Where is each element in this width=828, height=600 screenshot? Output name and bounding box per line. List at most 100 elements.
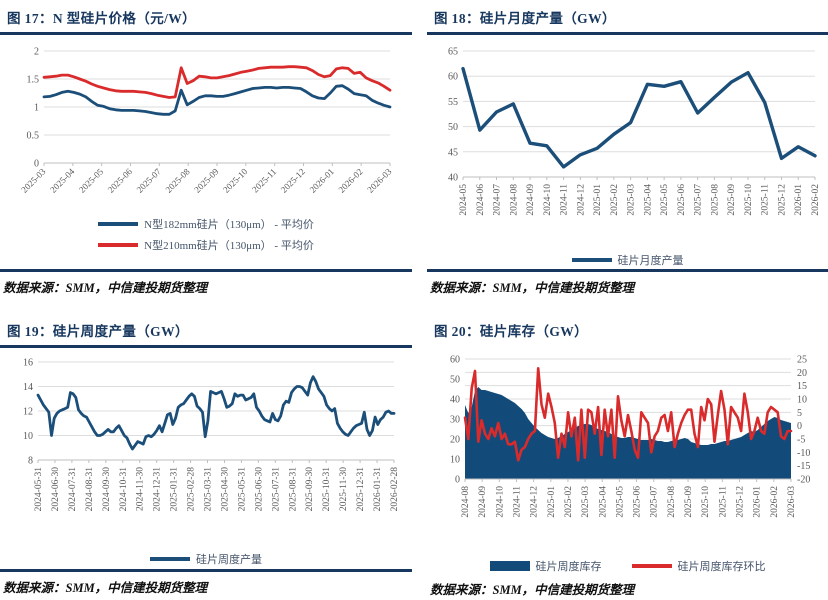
svg-text:2024-08: 2024-08 [461, 486, 471, 518]
svg-text:2024-12: 2024-12 [576, 184, 586, 216]
svg-text:2024-11: 2024-11 [512, 486, 522, 518]
svg-text:2025-12: 2025-12 [279, 166, 307, 194]
legend-row: N型210mm硅片（130μm） - 平均价 [98, 237, 314, 253]
svg-text:2025-09: 2025-09 [727, 184, 737, 216]
svg-text:45: 45 [448, 147, 458, 158]
svg-text:2024-10: 2024-10 [543, 184, 553, 216]
svg-text:8: 8 [28, 456, 33, 467]
svg-text:2025-04-30: 2025-04-30 [220, 467, 230, 512]
figure-18-svg: 40 45 50 55 60 65 2024-05 2024-06 2024-07 2024-08… [448, 47, 821, 216]
figure-17-chart: 0 0.5 1 1.5 2 2025-03 2025-04 2025-05 2025-06 202… [4, 39, 412, 216]
svg-text:2026-02: 2026-02 [770, 486, 780, 518]
svg-text:10: 10 [797, 395, 807, 406]
svg-text:2026-03: 2026-03 [787, 486, 797, 518]
svg-text:15: 15 [797, 381, 807, 392]
svg-text:2024-10-31: 2024-10-31 [119, 467, 129, 512]
svg-text:2024-10: 2024-10 [495, 486, 505, 518]
red-line-swatch [98, 243, 139, 247]
svg-text:2025-03-31: 2025-03-31 [204, 467, 214, 512]
svg-text:2025-05: 2025-05 [77, 166, 106, 195]
figure-18-legend: 硅片月度产量 [427, 252, 828, 268]
figure-17-panel: 图 17：N 型硅片价格（元/W） 0 0.5 1 1.5 2 2025-03 2025-0… [0, 0, 412, 300]
blue-line-swatch [98, 222, 139, 226]
svg-text:50: 50 [448, 122, 458, 133]
svg-text:2025-02: 2025-02 [610, 184, 620, 216]
figure-19-chart: 8 10 12 14 16 2024-05-31 2024-06-30 2024-07-31 2… [4, 352, 412, 551]
legend-row: 硅片周度库存 硅片周度库存环比 [489, 558, 766, 574]
red-line-swatch [631, 564, 672, 568]
svg-text:2025-11-30: 2025-11-30 [339, 467, 349, 511]
svg-text:2025-10: 2025-10 [221, 166, 250, 195]
svg-text:2025-05: 2025-05 [660, 184, 670, 216]
svg-text:20: 20 [450, 435, 460, 446]
figure-18-source: 数据来源：SMM，中信建投期货整理 [430, 281, 635, 295]
figure-18-panel: 图 18：硅片月度产量（GW） 40 45 50 55 60 65 2024-05 2024-… [427, 0, 828, 300]
legend-label: 硅片周度库存环比 [677, 561, 766, 573]
figure-19-title-rule [0, 345, 412, 348]
figure-19-title: 图 19：硅片周度产量（GW） [7, 324, 189, 339]
svg-text:1: 1 [34, 103, 39, 114]
figure-19-source: 数据来源：SMM，中信建投期货整理 [3, 581, 208, 595]
svg-text:2025-03: 2025-03 [19, 166, 48, 195]
svg-text:2025-06: 2025-06 [106, 166, 135, 195]
figure-20-legend: 硅片周度库存 硅片周度库存环比 [427, 558, 828, 574]
figure-18-title-rule [427, 32, 828, 35]
svg-text:2026-02: 2026-02 [811, 184, 821, 216]
svg-text:2025-10: 2025-10 [744, 184, 754, 216]
legend-label: N型210mm硅片（130μm） - 平均价 [144, 240, 314, 252]
svg-text:2025-06-30: 2025-06-30 [254, 467, 264, 512]
svg-text:10: 10 [23, 431, 33, 442]
svg-text:2: 2 [34, 47, 39, 58]
svg-text:2024-08-31: 2024-08-31 [85, 467, 95, 512]
svg-text:2025-09-30: 2025-09-30 [305, 467, 315, 512]
figure-17-title-rule [0, 32, 412, 35]
svg-text:2025-12-31: 2025-12-31 [356, 467, 366, 512]
svg-text:10: 10 [450, 455, 460, 466]
legend-item-210mm: N型210mm硅片（130μm） - 平均价 [98, 237, 314, 253]
svg-text:2026-01-31: 2026-01-31 [373, 467, 383, 512]
svg-text:2024-05: 2024-05 [459, 184, 469, 216]
svg-text:2025-09: 2025-09 [192, 166, 221, 195]
svg-text:5: 5 [797, 408, 802, 419]
svg-text:65: 65 [448, 47, 458, 58]
figure-17-source: 数据来源：SMM，中信建投期货整理 [3, 281, 208, 295]
svg-text:2025-06: 2025-06 [677, 184, 687, 216]
svg-text:2025-08-31: 2025-08-31 [288, 467, 298, 512]
svg-text:-15: -15 [797, 461, 810, 472]
figure-19-source-rule [0, 569, 412, 572]
legend-label: 硅片月度产量 [617, 255, 684, 267]
blue-line-swatch [571, 258, 612, 262]
blue-line-swatch [150, 557, 190, 561]
blue-area-swatch [489, 561, 530, 571]
svg-text:2026-02-28: 2026-02-28 [390, 467, 400, 512]
svg-text:-20: -20 [797, 475, 810, 486]
svg-text:50: 50 [450, 375, 460, 386]
svg-text:2025-07: 2025-07 [135, 166, 164, 195]
svg-text:2025-08: 2025-08 [667, 486, 677, 518]
svg-text:2024-12-31: 2024-12-31 [153, 467, 163, 512]
figure-20-source: 数据来源：SMM，中信建投期货整理 [430, 583, 635, 597]
svg-text:2025-11: 2025-11 [761, 184, 771, 216]
svg-text:40: 40 [450, 395, 460, 406]
figure-20-panel: 图 20：硅片库存（GW） 0 10 20 30 40 50 60 -20 -15 -10 -5 0 5… [427, 300, 828, 600]
figure-20-svg: 0 10 20 30 40 50 60 -20 -15 -10 -5 0 5 10 15 20 25 2024-0… [450, 355, 810, 518]
svg-text:2025-08: 2025-08 [163, 166, 192, 195]
svg-text:2026-01: 2026-01 [753, 486, 763, 518]
svg-text:2025-11: 2025-11 [718, 486, 728, 518]
svg-text:2025-03: 2025-03 [627, 184, 637, 216]
svg-text:2025-10: 2025-10 [701, 486, 711, 518]
svg-text:2025-07: 2025-07 [650, 486, 660, 518]
svg-text:2025-02-28: 2025-02-28 [187, 467, 197, 512]
svg-text:2025-11: 2025-11 [250, 166, 278, 194]
legend-item-inventory-wow: 硅片周度库存环比 [631, 558, 766, 574]
svg-text:14: 14 [23, 382, 33, 393]
svg-text:2025-01: 2025-01 [547, 486, 557, 518]
svg-text:2024-09: 2024-09 [526, 184, 536, 216]
svg-text:2024-12: 2024-12 [530, 486, 540, 518]
svg-text:40: 40 [448, 173, 458, 184]
svg-text:2025-04: 2025-04 [598, 486, 608, 518]
svg-text:20: 20 [797, 368, 807, 379]
svg-text:60: 60 [450, 355, 460, 366]
svg-text:2025-02: 2025-02 [564, 486, 574, 518]
